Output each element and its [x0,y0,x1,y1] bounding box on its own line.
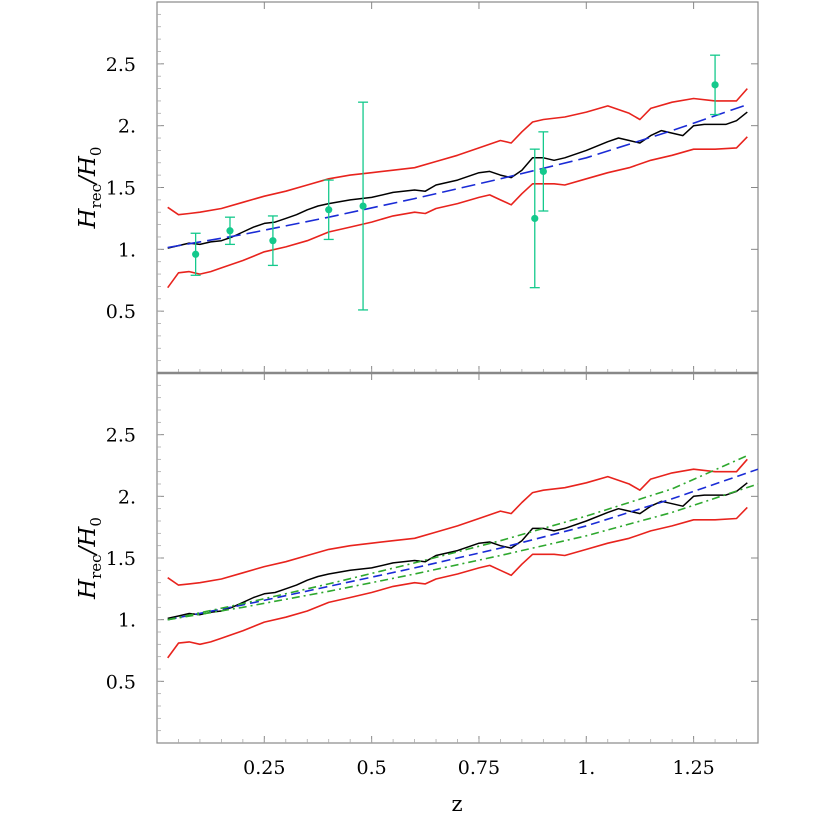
data-point [226,227,234,235]
reconstruction-line [167,482,748,620]
alt_models-line [167,454,748,621]
bounds-line [167,88,748,216]
bounds-line [167,458,748,586]
x-tick-label: 1.25 [672,757,714,779]
y-tick-label: 0.5 [106,301,136,323]
data-point [539,167,547,176]
y-tick-label: 1. [118,239,136,261]
model-line [167,468,758,621]
plot-area [167,454,758,659]
data-point [269,237,277,245]
y-label-sub: rec [87,184,105,208]
data-point [359,202,367,210]
reconstruction-line [167,111,748,249]
y-tick-label: 2. [118,486,136,508]
x-tick-label: 0.75 [458,757,500,779]
y-label-main2: H [75,526,101,548]
y-axis-label: Hrec/H0 [75,147,105,230]
data-point [325,206,333,214]
x-axis-label: z [451,792,462,816]
plot-frame [156,1,759,374]
data-point [711,81,719,89]
y-tick-label: 2.5 [106,54,136,76]
y-tick-label: 2. [118,116,136,138]
alt_models-line [167,483,758,621]
x-tick-label: 1. [577,757,595,779]
y-tick-label: 1. [118,610,136,632]
y-label-sub2: 0 [87,517,105,527]
x-tick-label: 0.5 [357,757,387,779]
y-label-main: H [75,578,101,600]
x-tick-label: 0.25 [243,757,285,779]
y-tick-label: 2.5 [106,425,136,447]
bounds-line [167,506,748,659]
y-label-main: H [75,207,101,229]
plot-area [167,54,748,311]
data-point [192,250,200,258]
y-tick-label: 1.5 [106,178,136,200]
y-tick-label: 1.5 [106,548,136,570]
y-label-sep: / [75,544,101,556]
y-label-main2: H [75,155,101,177]
y-tick-label: 0.5 [106,671,136,693]
y-label-sub: rec [87,554,105,578]
bounds-line [167,136,748,289]
data-point [531,214,539,223]
y-label-sep: / [75,174,101,186]
y-label-sub2: 0 [87,147,105,157]
y-axis-label: Hrec/H0 [75,517,105,600]
model-line [167,103,748,249]
